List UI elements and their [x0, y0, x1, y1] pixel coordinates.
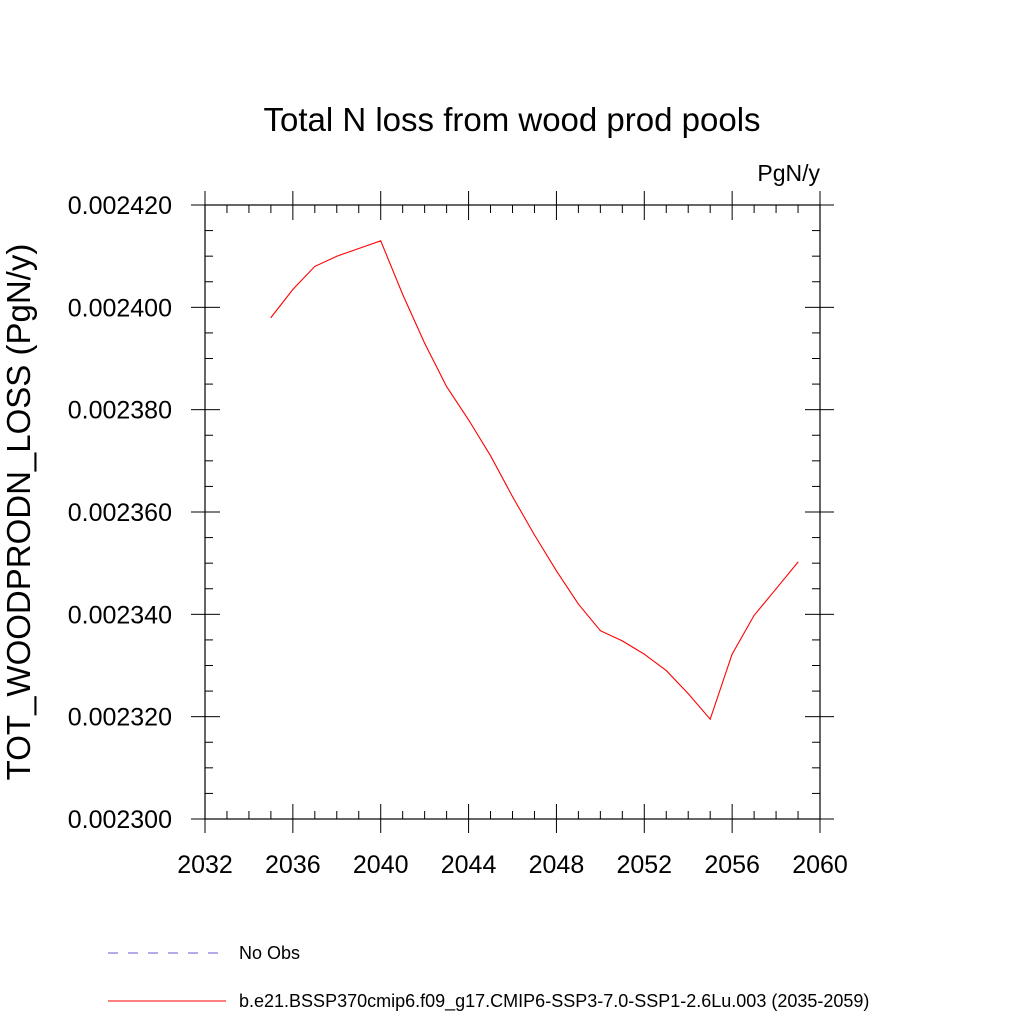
legend: No Obs b.e21.BSSP370cmip6.f09_g17.CMIP6-…	[108, 943, 869, 1012]
x-tick-label: 2052	[616, 851, 672, 879]
units-label: PgN/y	[757, 160, 820, 186]
x-tick-label: 2040	[353, 851, 409, 879]
series-point	[533, 534, 535, 536]
y-tick-label: 0.002360	[68, 499, 172, 527]
series-point	[753, 614, 755, 616]
y-tick-label: 0.002300	[68, 806, 172, 834]
y-tick-label: 0.002400	[68, 294, 172, 322]
series-point	[687, 693, 689, 695]
series-point	[380, 240, 382, 242]
series-point	[490, 455, 492, 457]
series-line	[270, 240, 799, 721]
series-point	[621, 640, 623, 642]
x-tick-label: 2036	[265, 851, 321, 879]
chart-title: Total N loss from wood prod pools	[263, 101, 760, 138]
series-point	[665, 670, 667, 672]
series-point	[358, 247, 360, 249]
series-point	[292, 288, 294, 290]
series-point	[336, 255, 338, 257]
series-point	[731, 653, 733, 655]
series-point	[446, 386, 448, 388]
plot-frame	[204, 204, 821, 820]
x-tick-label: 2056	[704, 851, 760, 879]
series-point	[577, 603, 579, 605]
series-point	[468, 419, 470, 421]
series-point	[270, 317, 272, 319]
series-point	[709, 718, 711, 720]
legend-label-no-obs: No Obs	[239, 943, 300, 963]
x-tick-label: 2032	[177, 851, 233, 879]
x-tick-label: 2060	[792, 851, 848, 879]
x-axis: 2032 2036 2040 2044 2048 2052 2056 2060	[177, 191, 848, 879]
y-axis-label: TOT_WOODPRODN_LOSS (PgN/y)	[0, 244, 37, 781]
series-point	[402, 294, 404, 296]
series-point	[424, 342, 426, 344]
x-tick-label: 2044	[441, 851, 497, 879]
y-axis: 0.002300 0.002320 0.002340 0.002360 0.002380…	[68, 192, 834, 834]
series-point	[555, 570, 557, 572]
series-point	[512, 496, 513, 498]
series-point	[797, 561, 799, 563]
legend-label-series: b.e21.BSSP370cmip6.f09_g17.CMIP6-SSP3-7.…	[239, 991, 869, 1012]
y-tick-label: 0.002320	[68, 704, 172, 732]
series-point	[775, 588, 777, 590]
series-point	[599, 630, 601, 632]
series-point	[643, 653, 645, 655]
y-tick-label: 0.002420	[68, 192, 172, 220]
series-point	[314, 265, 316, 267]
y-tick-label: 0.002340	[68, 601, 172, 629]
x-tick-label: 2048	[529, 851, 585, 879]
y-tick-label: 0.002380	[68, 397, 172, 425]
series-layer	[270, 240, 799, 721]
